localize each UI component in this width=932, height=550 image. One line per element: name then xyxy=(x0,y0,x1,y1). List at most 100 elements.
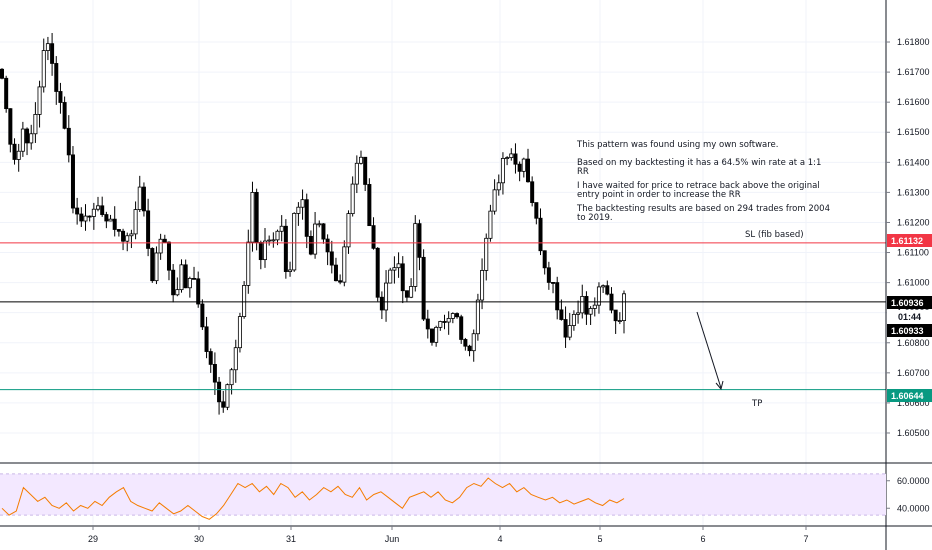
candle-body xyxy=(546,267,551,283)
candle-body xyxy=(363,156,368,185)
candle-body xyxy=(396,263,401,269)
candle-body xyxy=(0,68,4,79)
candle-body xyxy=(409,286,414,298)
x-tick-label: 30 xyxy=(194,534,204,544)
candle-body xyxy=(154,252,159,282)
candle-body xyxy=(404,290,409,298)
y-tick-label: 1.61000 xyxy=(897,278,930,288)
candle-body xyxy=(262,240,267,261)
candle-body xyxy=(112,218,117,230)
candle-body xyxy=(62,102,67,129)
candle-body xyxy=(146,210,151,249)
rsi-tick-label: 40.0000 xyxy=(897,503,930,513)
candle-body xyxy=(505,157,510,160)
candle-body xyxy=(333,264,338,282)
candle-body xyxy=(283,225,288,272)
sl-label: SL (fib based) xyxy=(745,230,804,240)
y-tick-label: 1.61500 xyxy=(897,127,930,137)
candle-body xyxy=(517,163,522,172)
candle-body xyxy=(129,233,134,237)
candle-body xyxy=(162,238,167,243)
candle-body xyxy=(576,312,581,315)
candle-body xyxy=(538,217,543,252)
rsi-pane: 60.0000 40.0000 xyxy=(0,473,930,520)
candle-body xyxy=(271,239,276,242)
candle-body xyxy=(29,133,34,144)
candle-body xyxy=(258,242,263,261)
candle-body xyxy=(551,282,556,284)
candles xyxy=(0,33,627,415)
candle-body xyxy=(388,269,393,284)
candle-body xyxy=(354,162,359,185)
candle-body xyxy=(246,241,251,286)
candle-body xyxy=(605,285,610,295)
candle-body xyxy=(446,318,451,323)
candle-body xyxy=(413,223,418,287)
candle-body xyxy=(166,241,171,271)
candle-body xyxy=(338,280,343,283)
candle-body xyxy=(321,223,326,240)
candle-body xyxy=(37,86,42,115)
candle-body xyxy=(325,238,330,253)
rsi-line xyxy=(1,477,625,520)
candle-body xyxy=(100,205,105,215)
annotation-line: I have waited for price to retrace back … xyxy=(577,181,820,191)
candle-body xyxy=(217,381,222,403)
candle-body xyxy=(116,229,121,232)
annotation-line: Based on my backtesting it has a 64.5% w… xyxy=(577,158,821,168)
candle-body xyxy=(33,114,38,135)
candle-body xyxy=(488,210,493,239)
candle-body xyxy=(200,303,205,328)
candle-body xyxy=(229,369,234,386)
candle-body xyxy=(196,278,201,305)
rsi-band xyxy=(0,473,886,516)
candle-body xyxy=(70,154,75,209)
time-axis[interactable]: 29 30 31 Jun 4 5 6 7 xyxy=(88,526,809,544)
candle-body xyxy=(137,186,142,210)
candle-body xyxy=(521,158,526,172)
candle-body xyxy=(459,316,464,340)
candle-body xyxy=(492,189,497,212)
annotation-line: to 2019. xyxy=(577,213,613,223)
candle-body xyxy=(242,285,247,317)
candle-body xyxy=(79,213,84,222)
candle-body xyxy=(175,289,180,296)
candle-body xyxy=(91,208,96,217)
candle-body xyxy=(308,235,313,255)
candle-body xyxy=(87,215,92,218)
candle-body xyxy=(8,108,13,145)
candle-body xyxy=(204,326,209,352)
candle-body xyxy=(375,247,380,298)
candle-body xyxy=(12,143,17,160)
x-tick-label: Jun xyxy=(385,534,400,544)
candle-body xyxy=(58,91,63,103)
candle-body xyxy=(525,158,530,183)
candle-body xyxy=(133,209,138,235)
candle-body xyxy=(66,127,71,156)
y-tick-label: 1.60800 xyxy=(897,338,930,348)
candle-body xyxy=(450,313,455,319)
candle-body xyxy=(379,296,384,311)
candle-body xyxy=(463,339,468,347)
candle-body xyxy=(208,351,213,365)
candle-body xyxy=(300,199,305,208)
candle-body xyxy=(613,309,618,322)
candle-body xyxy=(267,239,272,242)
down-arrow-icon xyxy=(696,311,724,391)
annotation-line: This pattern was found using my own soft… xyxy=(576,140,778,150)
candle-body xyxy=(192,277,197,280)
candle-body xyxy=(25,128,30,144)
candle-body xyxy=(480,270,485,301)
x-tick-label: 6 xyxy=(700,534,705,544)
candle-body xyxy=(567,325,572,338)
sl-price-tag: 1.61132 xyxy=(887,234,932,247)
candle-body xyxy=(296,206,301,214)
y-tick-label: 1.61100 xyxy=(897,248,929,258)
y-tick-label: 1.61700 xyxy=(897,67,930,77)
candle-body xyxy=(150,248,155,282)
candle-body xyxy=(563,319,568,338)
candle-body xyxy=(429,328,434,343)
candle-body xyxy=(400,263,405,292)
candle-body xyxy=(41,50,46,88)
